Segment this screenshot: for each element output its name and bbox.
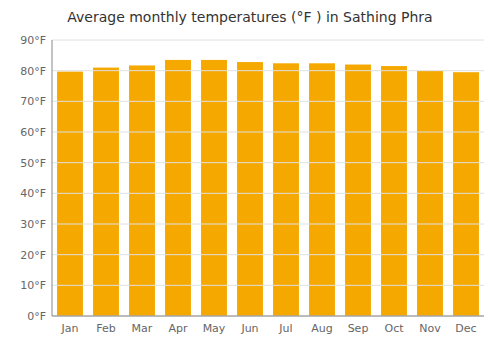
y-tick-label: 50°F <box>20 157 46 170</box>
x-tick-label: Jan <box>61 322 79 335</box>
grid-line <box>52 132 484 133</box>
grid-line <box>52 40 484 41</box>
grid-line <box>52 193 484 194</box>
y-axis: 0°F 10°F 20°F 30°F 40°F 50°F 60°F 70°F 80°F 90°F <box>20 34 484 323</box>
x-axis-line <box>52 316 484 317</box>
y-tick-label: 10°F <box>20 279 46 292</box>
x-tick-label: Jul <box>278 322 292 335</box>
bar <box>345 65 371 316</box>
y-tick-label: 70°F <box>20 95 46 108</box>
y-tick-label: 20°F <box>20 249 46 262</box>
y-tick-label: 40°F <box>20 187 46 200</box>
grid-line <box>52 285 484 286</box>
x-tick-label: Feb <box>96 322 115 335</box>
x-tick-label: Dec <box>455 322 476 335</box>
x-axis: Jan Feb Mar Apr May Jun Jul Aug Sep Oct Nov Dec <box>61 322 477 335</box>
grid-line <box>52 162 484 163</box>
bar <box>237 62 263 316</box>
y-tick-label: 80°F <box>20 65 46 78</box>
bar <box>381 66 407 316</box>
bar <box>93 68 119 316</box>
bar <box>201 60 227 316</box>
x-tick-label: Oct <box>384 322 404 335</box>
bar <box>165 60 191 316</box>
x-tick-label: Nov <box>419 322 441 335</box>
x-tick-label: Aug <box>311 322 332 335</box>
y-tick-label: 0°F <box>27 310 46 323</box>
y-axis-line <box>52 40 53 316</box>
chart-container: 0°F 10°F 20°F 30°F 40°F 50°F 60°F 70°F 80°F 90°F J… <box>0 0 500 350</box>
grid-line <box>52 316 484 317</box>
chart: 0°F 10°F 20°F 30°F 40°F 50°F 60°F 70°F 80°F 90°F J… <box>0 0 500 350</box>
x-tick-label: Jun <box>240 322 258 335</box>
y-tick-label: 90°F <box>20 34 46 47</box>
grid-line <box>52 254 484 255</box>
bar <box>453 72 479 316</box>
y-tick-label: 30°F <box>20 218 46 231</box>
grid-line <box>52 101 484 102</box>
x-tick-label: Mar <box>132 322 153 335</box>
y-tick-label: 60°F <box>20 126 46 139</box>
bars <box>57 60 479 316</box>
x-tick-label: Sep <box>348 322 369 335</box>
title: Average monthly temperatures (°F ) in Sa… <box>67 9 432 25</box>
x-tick-label: Apr <box>168 322 188 335</box>
grid-line <box>52 224 484 225</box>
bar <box>129 65 155 316</box>
grid-line <box>52 70 484 71</box>
x-tick-label: May <box>203 322 226 335</box>
